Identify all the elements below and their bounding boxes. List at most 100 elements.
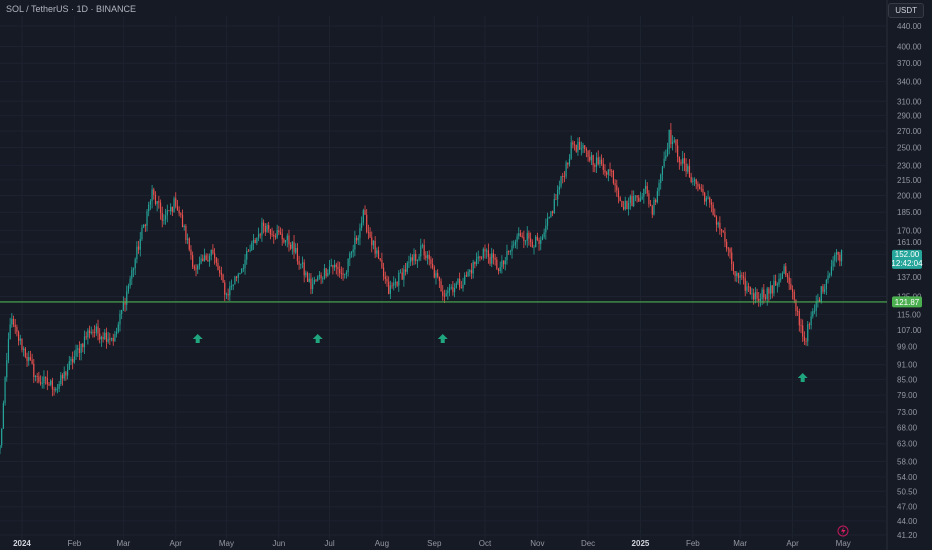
- price-axis[interactable]: 440.00 400.00 370.00 340.00 310.00 290.00 270.…: [897, 22, 922, 540]
- candle-up: [4, 376, 6, 406]
- candle-body: [693, 179, 696, 181]
- candle-down: [616, 179, 618, 197]
- y-tick-label: 400.00: [897, 42, 922, 51]
- candle-body: [773, 280, 775, 294]
- candle-body: [636, 195, 638, 198]
- up-arrow-icon: [797, 373, 808, 382]
- candle-down: [367, 224, 369, 240]
- candle-up: [68, 355, 70, 370]
- candle-body: [33, 363, 35, 378]
- symbol-title[interactable]: SOL / TetherUS · 1D · BINANCE: [6, 4, 137, 14]
- candle-up: [305, 270, 307, 278]
- candle-body: [51, 380, 53, 390]
- candle-body: [435, 272, 437, 278]
- candle-up: [467, 269, 469, 277]
- candle-body: [573, 144, 576, 146]
- candle-down: [222, 273, 224, 283]
- candle-down: [732, 261, 734, 275]
- candle-down: [727, 246, 729, 257]
- candle-body: [650, 204, 652, 207]
- candle-up: [840, 249, 843, 267]
- y-tick-label: 200.00: [897, 191, 922, 200]
- candle-down: [192, 251, 194, 270]
- candle-body: [399, 272, 402, 274]
- candle-body: [751, 293, 753, 295]
- candles[interactable]: [0, 123, 843, 455]
- candle-up: [781, 271, 784, 279]
- candle-up: [328, 259, 331, 275]
- candle-up: [673, 136, 675, 144]
- candle-up: [225, 292, 228, 299]
- lightning-icon[interactable]: [837, 525, 849, 537]
- candle-body: [170, 206, 172, 212]
- candle-body: [577, 141, 579, 152]
- candle-down: [17, 330, 20, 346]
- candle-down: [175, 192, 177, 209]
- candle-up: [203, 248, 206, 262]
- candle-down: [46, 370, 48, 391]
- candle-body: [609, 169, 611, 171]
- candle-body: [144, 224, 146, 226]
- candle-down: [161, 206, 163, 228]
- candle-body: [386, 279, 388, 282]
- candle-body: [141, 227, 143, 240]
- candle-down: [530, 232, 532, 247]
- candle-down: [452, 280, 454, 296]
- candle-body: [589, 156, 591, 161]
- candle-down: [492, 249, 495, 265]
- candle-body: [658, 183, 660, 192]
- candle-body: [720, 229, 723, 231]
- candle-down: [438, 276, 440, 289]
- candle-body: [443, 295, 446, 297]
- candle-up: [276, 224, 278, 240]
- candle-body: [166, 210, 168, 216]
- candle-body: [759, 299, 762, 301]
- candle-body: [459, 278, 461, 288]
- candle-down: [159, 199, 162, 220]
- candle-up: [778, 273, 780, 288]
- candle-up: [656, 187, 658, 204]
- candle-body: [328, 266, 331, 274]
- candle-down: [594, 163, 596, 173]
- candle-body: [38, 376, 40, 382]
- candle-body: [530, 238, 532, 242]
- candle-down: [195, 264, 197, 277]
- candle-up: [832, 256, 834, 271]
- candle-down: [99, 328, 101, 344]
- candle-body: [614, 183, 616, 186]
- candle-body: [764, 297, 767, 299]
- candle-down: [764, 294, 767, 301]
- candle-body: [222, 274, 224, 283]
- candle-body: [504, 260, 506, 265]
- candle-body: [808, 324, 811, 326]
- candle-up: [110, 337, 113, 342]
- candle-body: [798, 311, 800, 326]
- candle-up: [835, 248, 838, 263]
- candle-down: [415, 249, 417, 265]
- candle-body: [834, 254, 836, 261]
- time-axis[interactable]: 2024 Feb Mar Apr May Jun Jul Aug Sep Oct Nov Dec 202…: [13, 539, 851, 548]
- currency-button[interactable]: USDT: [888, 3, 924, 18]
- candle-up: [665, 149, 667, 161]
- candle-body: [475, 258, 478, 265]
- candle-body: [418, 256, 420, 260]
- candle-body: [256, 237, 258, 243]
- y-tick-label: 99.00: [897, 343, 918, 352]
- candle-down: [791, 285, 794, 300]
- candle-body: [423, 245, 425, 256]
- candle-down: [555, 194, 557, 200]
- candle-body: [381, 259, 383, 268]
- candle-down: [508, 250, 510, 255]
- candle-body: [453, 287, 456, 293]
- candle-body: [797, 311, 799, 312]
- candle-up: [347, 258, 349, 277]
- candle-body: [460, 287, 462, 289]
- candle-body: [543, 232, 545, 237]
- candle-body: [778, 278, 780, 285]
- candle-body: [448, 288, 451, 291]
- candle-down: [290, 242, 292, 251]
- candle-body: [210, 249, 212, 256]
- candle-body: [763, 289, 765, 298]
- candle-body: [90, 331, 92, 334]
